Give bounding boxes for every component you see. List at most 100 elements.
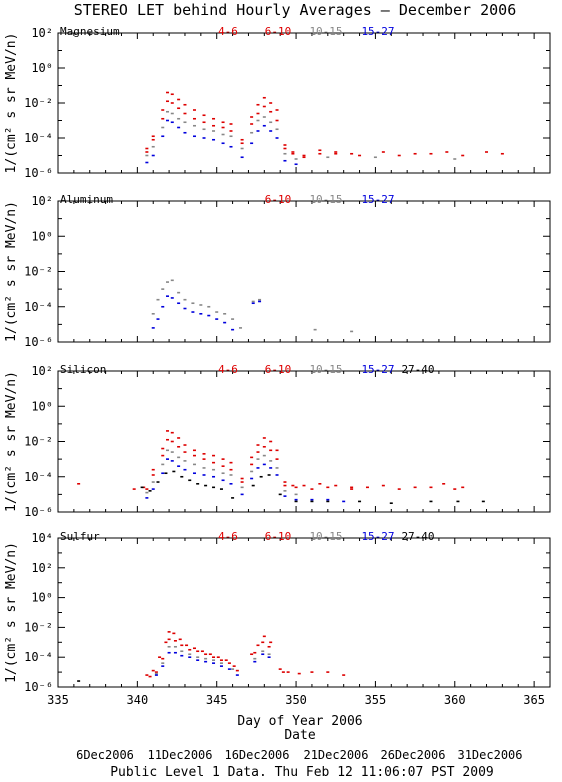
data-point bbox=[275, 467, 279, 469]
data-point bbox=[151, 145, 155, 148]
data-point bbox=[397, 154, 401, 157]
data-point bbox=[183, 468, 187, 471]
data-point bbox=[259, 475, 263, 478]
data-point bbox=[250, 463, 254, 466]
data-point bbox=[212, 662, 216, 664]
data-point bbox=[326, 500, 330, 503]
data-point bbox=[151, 488, 155, 490]
data-point bbox=[294, 163, 298, 166]
data-point bbox=[145, 491, 149, 494]
data-point bbox=[302, 484, 306, 487]
y-tick-label: 10⁻² bbox=[24, 96, 53, 110]
data-point bbox=[229, 145, 233, 148]
data-point bbox=[161, 665, 165, 667]
y-tick-label: 10⁻² bbox=[24, 265, 53, 279]
data-point bbox=[145, 151, 149, 153]
y-tick-label: 10² bbox=[31, 561, 53, 575]
data-point bbox=[342, 500, 346, 503]
data-point bbox=[461, 486, 465, 489]
data-point bbox=[180, 644, 184, 647]
y-tick-label: 10⁻² bbox=[24, 620, 53, 634]
data-point bbox=[365, 486, 369, 489]
y-tick-label: 10⁻⁴ bbox=[24, 650, 53, 664]
panel-magnesium: 10² 10⁰ 10⁻² 10⁻⁴ 10⁻⁶ 1/(cm² s sr MeV/n) Magn… bbox=[4, 25, 551, 180]
y-tick-label: 10² bbox=[31, 26, 53, 40]
legend-10-15: 10-15 bbox=[309, 193, 342, 206]
data-point bbox=[313, 328, 317, 331]
data-point bbox=[251, 300, 255, 303]
legend-10-15: 10-15 bbox=[309, 25, 342, 38]
data-point bbox=[170, 451, 174, 453]
panel-silicon: 10² 10⁰ 10⁻² 10⁻⁴ 10⁻⁶ 1/(cm² s sr MeV/n) Sili… bbox=[4, 363, 551, 519]
data-point bbox=[221, 126, 225, 129]
data-point bbox=[310, 500, 314, 503]
data-point bbox=[240, 493, 244, 496]
data-point bbox=[258, 300, 262, 303]
data-point bbox=[212, 124, 216, 127]
data-point bbox=[177, 456, 181, 459]
data-point bbox=[192, 463, 196, 466]
data-point bbox=[219, 665, 223, 667]
data-point bbox=[212, 454, 216, 457]
data-point bbox=[283, 144, 287, 146]
data-point bbox=[183, 307, 187, 310]
data-point bbox=[167, 631, 171, 633]
data-point bbox=[221, 472, 225, 475]
data-point bbox=[240, 156, 244, 159]
data-point bbox=[256, 112, 260, 115]
data-point bbox=[192, 647, 196, 650]
y-tick-label: 10² bbox=[31, 194, 53, 208]
data-point bbox=[261, 653, 265, 656]
data-point bbox=[156, 481, 160, 483]
data-point bbox=[221, 142, 225, 145]
data-point bbox=[166, 119, 170, 122]
data-point bbox=[269, 460, 273, 462]
data-point bbox=[212, 130, 216, 132]
data-point bbox=[164, 472, 168, 475]
data-point bbox=[166, 449, 170, 452]
data-point bbox=[250, 456, 254, 459]
data-point bbox=[183, 444, 187, 446]
y-tick-label: 10⁰ bbox=[31, 591, 53, 605]
data-point bbox=[461, 154, 465, 157]
data-point bbox=[170, 431, 174, 434]
data-point bbox=[185, 644, 189, 647]
data-point bbox=[429, 152, 433, 155]
data-point bbox=[240, 138, 244, 141]
data-point bbox=[240, 147, 244, 150]
data-point bbox=[231, 328, 235, 331]
data-point bbox=[350, 486, 354, 489]
data-point bbox=[283, 159, 287, 162]
data-point bbox=[269, 449, 273, 452]
data-point bbox=[381, 484, 385, 487]
y-tick-label: 10⁻⁶ bbox=[24, 335, 53, 349]
legend-6-10: 6-10 bbox=[265, 530, 292, 543]
y-tick-label: 10⁰ bbox=[31, 61, 53, 75]
data-point bbox=[291, 484, 295, 487]
data-point bbox=[161, 109, 165, 111]
y-tick-label: 10⁰ bbox=[31, 399, 53, 413]
data-point bbox=[318, 152, 322, 155]
y-tick-label: 10⁴ bbox=[31, 531, 53, 545]
data-point bbox=[191, 311, 195, 313]
data-point bbox=[145, 154, 149, 157]
data-point bbox=[269, 102, 273, 104]
data-point bbox=[145, 674, 149, 676]
data-point bbox=[170, 102, 174, 104]
series-15-27 bbox=[145, 458, 346, 503]
data-point bbox=[161, 135, 165, 138]
data-point bbox=[358, 154, 362, 157]
data-point bbox=[166, 295, 170, 297]
data-point bbox=[283, 147, 287, 150]
data-point bbox=[219, 662, 223, 664]
series-6-10 bbox=[145, 438, 457, 490]
figure-title: STEREO LET behind Hourly Averages – Dece… bbox=[74, 1, 517, 19]
data-point bbox=[151, 313, 155, 315]
data-point bbox=[275, 449, 279, 452]
legend-27-40: 27-40 bbox=[401, 363, 434, 376]
data-point bbox=[253, 657, 257, 660]
series-15-27 bbox=[151, 295, 262, 331]
data-point bbox=[275, 119, 279, 122]
series-10-15 bbox=[154, 645, 271, 675]
data-point bbox=[251, 484, 255, 487]
